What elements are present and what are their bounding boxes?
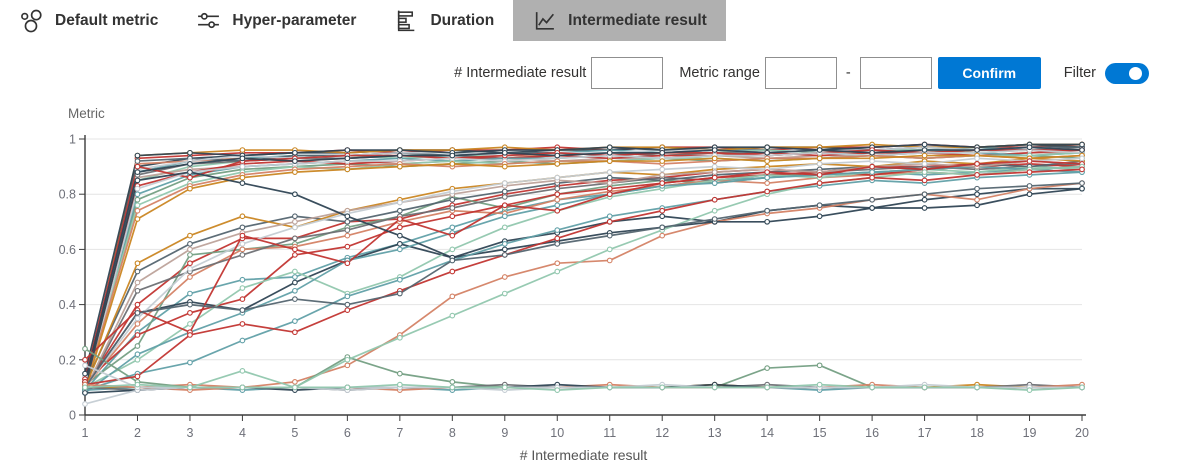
view-tabbar: Default metric Hyper-parameter Duratio bbox=[0, 0, 1180, 41]
svg-text:20: 20 bbox=[1075, 426, 1089, 440]
svg-text:1: 1 bbox=[69, 133, 76, 147]
metric-range-label: Metric range bbox=[679, 65, 760, 81]
svg-text:12: 12 bbox=[655, 426, 669, 440]
svg-text:6: 6 bbox=[344, 426, 351, 440]
duration-icon bbox=[394, 8, 419, 33]
tab-label: Intermediate result bbox=[568, 11, 707, 29]
range-separator: - bbox=[845, 65, 851, 81]
svg-text:0.4: 0.4 bbox=[59, 298, 76, 312]
intermediate-result-chart[interactable]: Metric 0 0.2 0.4 0.6 0.8 1 1 2 3 4 5 6 7 8 9 10 11 12 13 14… bbox=[0, 100, 1180, 475]
svg-text:4: 4 bbox=[239, 426, 246, 440]
intermediate-count-label: # Intermediate result bbox=[454, 65, 587, 81]
svg-text:18: 18 bbox=[970, 426, 984, 440]
series-lines bbox=[84, 143, 1083, 405]
x-axis-title: # Intermediate result bbox=[519, 447, 648, 463]
svg-text:15: 15 bbox=[813, 426, 827, 440]
y-axis-title: Metric bbox=[68, 106, 105, 121]
intermediate-result-icon bbox=[532, 8, 557, 33]
intermediate-count-input[interactable] bbox=[591, 57, 664, 89]
confirm-button[interactable]: Confirm bbox=[937, 57, 1041, 89]
svg-text:0: 0 bbox=[69, 409, 76, 423]
svg-text:8: 8 bbox=[449, 426, 456, 440]
filter-toggle[interactable] bbox=[1105, 62, 1149, 84]
svg-text:5: 5 bbox=[291, 426, 298, 440]
tab-intermediate-result[interactable]: Intermediate result bbox=[513, 0, 726, 41]
filter-label: Filter bbox=[1063, 65, 1096, 81]
tab-label: Duration bbox=[430, 11, 495, 29]
metric-range-max-input[interactable] bbox=[859, 57, 932, 89]
filter-controls: # Intermediate result Metric range - Con… bbox=[0, 56, 1180, 90]
tab-label: Default metric bbox=[55, 11, 159, 29]
svg-text:2: 2 bbox=[134, 426, 141, 440]
series-markers bbox=[82, 141, 1085, 407]
svg-text:0.8: 0.8 bbox=[59, 188, 76, 202]
tab-duration[interactable]: Duration bbox=[375, 0, 513, 41]
axes: 00.20.40.60.811 2 3 4 5 6 7 8 9 10 11 12 13 14 15 16 17 1… bbox=[59, 133, 1089, 441]
svg-text:14: 14 bbox=[760, 426, 774, 440]
svg-text:11: 11 bbox=[603, 426, 616, 440]
metric-range-min-input[interactable] bbox=[764, 57, 837, 89]
filter-toggle-knob bbox=[1129, 66, 1142, 80]
hyper-parameter-icon bbox=[196, 8, 221, 33]
svg-text:16: 16 bbox=[865, 426, 879, 440]
svg-text:13: 13 bbox=[708, 426, 722, 440]
svg-text:19: 19 bbox=[1023, 426, 1037, 440]
default-metric-icon bbox=[19, 8, 44, 33]
svg-text:17: 17 bbox=[918, 426, 932, 440]
chart-canvas[interactable]: 00.20.40.60.811 2 3 4 5 6 7 8 9 10 11 12 13 14 15 16 17 1… bbox=[0, 100, 1180, 475]
svg-text:0.6: 0.6 bbox=[59, 243, 76, 257]
svg-text:10: 10 bbox=[550, 426, 564, 440]
tab-label: Hyper-parameter bbox=[232, 11, 357, 29]
tab-hyper-parameter[interactable]: Hyper-parameter bbox=[177, 0, 375, 41]
svg-text:9: 9 bbox=[501, 426, 508, 440]
svg-text:0.2: 0.2 bbox=[59, 353, 76, 367]
svg-text:1: 1 bbox=[82, 426, 89, 440]
tab-default-metric[interactable]: Default metric bbox=[0, 0, 177, 41]
svg-text:7: 7 bbox=[396, 426, 403, 440]
svg-text:3: 3 bbox=[186, 426, 193, 440]
